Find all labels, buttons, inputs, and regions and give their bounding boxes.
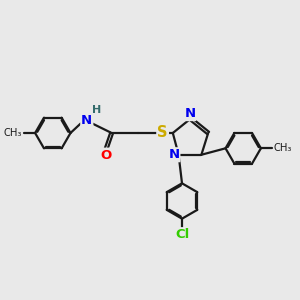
Text: CH₃: CH₃: [274, 143, 292, 153]
Text: Cl: Cl: [175, 228, 189, 241]
Text: S: S: [158, 125, 168, 140]
Text: H: H: [92, 105, 101, 115]
Text: N: N: [168, 148, 179, 161]
Text: O: O: [100, 148, 111, 162]
Text: CH₃: CH₃: [4, 128, 22, 138]
Text: N: N: [81, 114, 92, 127]
Text: N: N: [184, 107, 195, 120]
